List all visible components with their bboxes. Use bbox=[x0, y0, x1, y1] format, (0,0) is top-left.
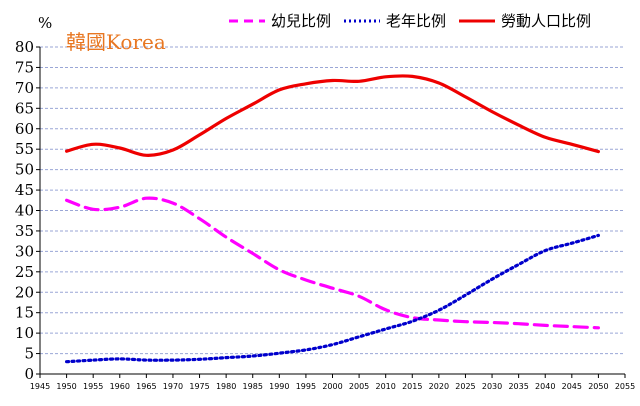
y-tick-label: 25 bbox=[15, 263, 34, 281]
gridlines bbox=[40, 46, 625, 355]
legend-swatch-solid-icon bbox=[459, 19, 496, 22]
x-tick-label: 2025 bbox=[455, 382, 475, 391]
legend: 幼兒比例 老年比例 勞動人口比例 bbox=[228, 10, 603, 31]
legend-swatch-dashed-icon bbox=[229, 19, 265, 22]
x-tick-label: 2020 bbox=[429, 382, 449, 391]
chart-title: 韓國Korea bbox=[66, 30, 166, 54]
y-tick-label: 50 bbox=[15, 161, 34, 179]
legend-label-infant: 幼兒比例 bbox=[271, 12, 332, 30]
y-tick-label: 80 bbox=[15, 38, 34, 56]
x-tick-label: 2055 bbox=[615, 382, 635, 391]
series-line-infant bbox=[65, 196, 600, 330]
x-tick-label: 2005 bbox=[349, 382, 369, 391]
x-tick-label: 2030 bbox=[482, 382, 502, 391]
y-tick-label: 75 bbox=[15, 58, 34, 76]
x-tick-label: 2045 bbox=[562, 382, 582, 391]
x-tick-label: 1965 bbox=[136, 382, 156, 391]
y-tick-label: 70 bbox=[15, 79, 34, 97]
y-tick-label: 65 bbox=[15, 99, 34, 117]
x-tick-label: 2000 bbox=[322, 382, 342, 391]
y-tick-label: 0 bbox=[24, 365, 34, 383]
x-tick-label: 1945 bbox=[30, 382, 50, 391]
x-tick-label: 2050 bbox=[588, 382, 608, 391]
y-tick-label: 40 bbox=[15, 202, 34, 220]
x-tick-label: 1980 bbox=[216, 382, 236, 391]
y-axis-unit: % bbox=[38, 14, 53, 32]
x-tick-label: 1975 bbox=[189, 382, 209, 391]
y-tick-label: 15 bbox=[15, 304, 34, 322]
series-line-working-age bbox=[65, 74, 600, 157]
legend-swatch-dotted-icon bbox=[344, 19, 381, 22]
series-line-elderly bbox=[65, 233, 600, 364]
x-tick-label: 1990 bbox=[269, 382, 289, 391]
y-tick-label: 5 bbox=[24, 345, 34, 363]
legend-item-elderly: 老年比例 bbox=[343, 10, 446, 31]
series-lines bbox=[65, 74, 600, 364]
y-tick-label: 45 bbox=[15, 181, 34, 199]
y-tick-label: 55 bbox=[15, 140, 34, 158]
x-tick-label: 1985 bbox=[243, 382, 263, 391]
y-tick-label: 60 bbox=[15, 120, 34, 138]
axes bbox=[36, 46, 626, 378]
x-tick-label: 1955 bbox=[83, 382, 103, 391]
y-tick-label: 30 bbox=[15, 242, 34, 260]
x-tick-label: 2015 bbox=[402, 382, 422, 391]
x-tick-label: 1995 bbox=[296, 382, 316, 391]
y-tick-labels: 0 5 10 15 20 25 30 35 40 45 50 55 60 65 70 75 80 bbox=[15, 38, 34, 383]
x-tick-labels: 1945 1950 1955 1960 1965 1970 1975 1980 1985 1990… bbox=[30, 382, 635, 391]
x-tick-label: 2010 bbox=[376, 382, 396, 391]
x-tick-label: 2040 bbox=[535, 382, 555, 391]
legend-item-working-age: 勞動人口比例 bbox=[458, 10, 591, 31]
x-tick-label: 2035 bbox=[508, 382, 528, 391]
y-tick-label: 35 bbox=[15, 222, 34, 240]
y-tick-label: 20 bbox=[15, 283, 34, 301]
x-tick-label: 1970 bbox=[163, 382, 183, 391]
y-tick-label: 10 bbox=[15, 324, 34, 342]
legend-item-infant: 幼兒比例 bbox=[228, 10, 331, 31]
x-tick-label: 1950 bbox=[56, 382, 76, 391]
legend-label-working-age: 勞動人口比例 bbox=[501, 12, 592, 30]
legend-label-elderly: 老年比例 bbox=[386, 12, 447, 30]
x-tick-label: 1960 bbox=[110, 382, 130, 391]
